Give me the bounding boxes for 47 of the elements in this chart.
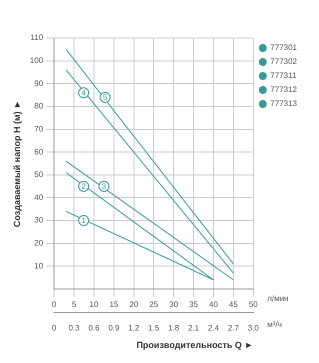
x-tick-label: 20 bbox=[129, 300, 139, 310]
y-tick-label: 40 bbox=[34, 192, 44, 202]
x2-axis-title: м³/ч bbox=[267, 320, 282, 329]
annotation: 1 bbox=[81, 216, 86, 226]
x-tick-label: 50 bbox=[248, 300, 258, 310]
x2-tick-label: 1.8 bbox=[168, 324, 180, 333]
x2-tick-label: 3.0 bbox=[248, 324, 260, 333]
x2-tick-label: 0.9 bbox=[108, 324, 120, 333]
x2-tick-label: 2.1 bbox=[188, 324, 200, 333]
x-tick-label: 25 bbox=[149, 300, 159, 310]
x-tick-label: 10 bbox=[90, 300, 99, 310]
y-axis-title: Создаваемый напор H (м) ► bbox=[12, 100, 22, 228]
y-tick-label: 100 bbox=[30, 56, 44, 66]
y-tick-label: 90 bbox=[34, 78, 44, 88]
x2-tick-label: 0.6 bbox=[88, 324, 100, 333]
x-tick-label: 40 bbox=[209, 300, 218, 310]
x2-tick-label: 2.7 bbox=[228, 324, 240, 333]
text: л/мин bbox=[267, 294, 289, 304]
annotation: 2 bbox=[81, 182, 86, 192]
legend-label: 777312 bbox=[270, 85, 298, 94]
annotation: 5 bbox=[102, 93, 108, 102]
legend-label: 777313 bbox=[270, 99, 298, 108]
y-tick-label: 20 bbox=[34, 238, 44, 248]
x2-tick-label: 2.4 bbox=[208, 324, 220, 333]
x2-tick-label: 1.2 bbox=[128, 324, 140, 333]
x-tick-label: 30 bbox=[169, 300, 179, 310]
x-axis-title: Производительность Q ► bbox=[136, 340, 254, 350]
y-tick-label: 50 bbox=[34, 170, 44, 180]
annotation: 3 bbox=[102, 182, 107, 192]
legend-label: 777301 bbox=[270, 43, 298, 52]
y-tick-label: 10 bbox=[34, 261, 44, 270]
y-tick-label: 60 bbox=[34, 147, 44, 156]
x-tick-label: 5 bbox=[72, 300, 77, 310]
annotation: 4 bbox=[81, 88, 86, 98]
y-tick-label: 80 bbox=[34, 102, 44, 111]
legend-label: 777311 bbox=[270, 71, 297, 80]
x2-tick-label: 1.5 bbox=[148, 324, 160, 333]
x2-tick-label: 0.3 bbox=[68, 324, 80, 333]
x-tick-label: 45 bbox=[228, 300, 238, 310]
x-tick-label: 15 bbox=[109, 300, 119, 310]
x2-tick-label: 0 bbox=[52, 324, 57, 333]
x-tick-label: 0 bbox=[52, 300, 57, 310]
y-tick-label: 30 bbox=[34, 216, 44, 225]
legend-label: 777302 bbox=[270, 57, 298, 66]
y-tick-label: 70 bbox=[34, 124, 44, 134]
y-tick-label: 110 bbox=[30, 33, 44, 42]
x-tick-label: 35 bbox=[189, 300, 199, 310]
